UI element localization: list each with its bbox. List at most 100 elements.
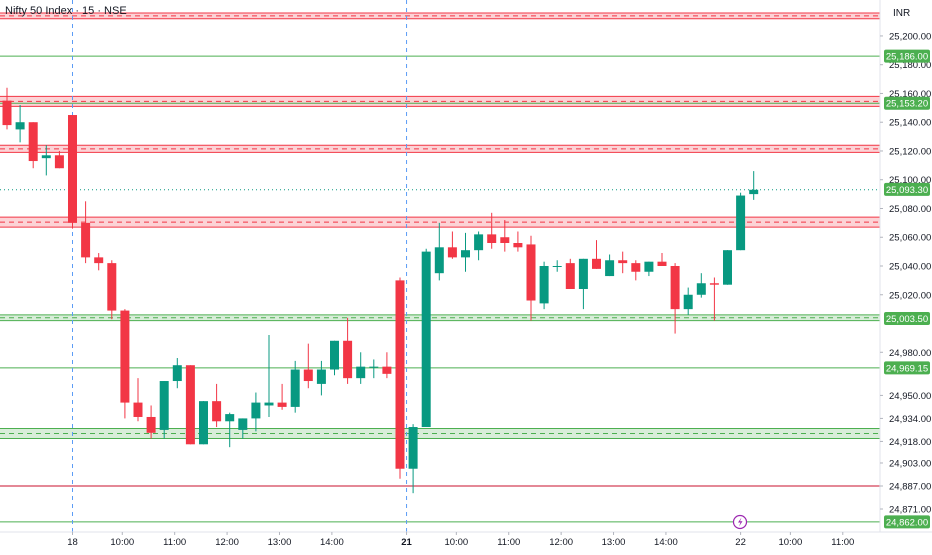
candle — [723, 250, 732, 285]
candle-body — [316, 369, 326, 384]
candle-body — [212, 401, 222, 422]
candle — [28, 122, 38, 169]
candle — [225, 412, 235, 448]
candle-body — [369, 366, 379, 368]
candle-body — [356, 366, 366, 379]
candle-body — [539, 266, 549, 304]
candle-body — [631, 263, 641, 272]
zones-layer — [0, 12, 880, 440]
candle-body — [474, 234, 484, 251]
candle-body — [107, 263, 117, 311]
price-badge-text: 25,093.30 — [886, 185, 928, 196]
zone-band — [0, 428, 880, 439]
candle — [500, 219, 510, 252]
candle-body — [434, 247, 444, 274]
candle-body — [696, 283, 706, 295]
price-tick-label: 25,020.00 — [889, 290, 931, 301]
price-tick-label: 25,060.00 — [889, 233, 931, 244]
candle — [644, 261, 654, 277]
candle-body — [644, 261, 654, 272]
candle — [54, 150, 64, 169]
candle — [172, 358, 182, 389]
candle — [408, 424, 418, 494]
candle-body — [41, 155, 51, 159]
price-label-badge: 25,186.00 — [884, 49, 930, 63]
session-breaks-layer — [72, 0, 408, 532]
currency-label[interactable]: INR — [893, 8, 910, 19]
price-tick-label: 24,980.00 — [889, 348, 931, 359]
candle — [565, 258, 575, 290]
price-label-badge: 25,153.20 — [884, 96, 930, 110]
candle — [421, 248, 431, 428]
candle — [670, 263, 680, 334]
price-tick-label: 24,950.00 — [889, 391, 931, 402]
candle — [81, 201, 91, 264]
candle — [159, 381, 169, 439]
candle — [382, 352, 392, 379]
candle-body — [251, 402, 261, 419]
candle-body — [238, 418, 248, 430]
price-label-badge: 25,003.50 — [884, 311, 930, 325]
candle — [146, 405, 156, 439]
price-tick-label: 25,080.00 — [889, 204, 931, 215]
price-badge-bg — [884, 182, 930, 196]
price-tick-label: 24,934.00 — [889, 414, 931, 425]
candle — [120, 309, 130, 419]
time-tick-label: 13:00 — [602, 537, 626, 548]
time-tick-label: 14:00 — [654, 537, 678, 548]
candle-body — [408, 427, 418, 469]
zone-band — [0, 12, 880, 19]
chart-title: Nifty 50 Index · 15 · NSE — [5, 5, 127, 17]
price-tick-label: 24,918.00 — [889, 437, 931, 448]
candle-body — [749, 189, 759, 195]
price-badge-text: 25,003.50 — [886, 314, 928, 325]
candle-body — [28, 122, 38, 162]
candle — [474, 231, 484, 261]
price-tick-label: 24,903.00 — [889, 458, 931, 469]
price-badge-bg — [884, 515, 930, 529]
candle — [709, 277, 719, 321]
lightning-icon[interactable] — [732, 514, 748, 530]
time-tick-label: 11:00 — [831, 537, 854, 548]
candle — [631, 260, 641, 281]
price-tick-label: 25,140.00 — [889, 118, 931, 129]
candle — [15, 104, 25, 143]
candle-body — [657, 261, 667, 266]
candle-body — [592, 258, 601, 269]
candle-body — [723, 250, 732, 285]
price-axis[interactable]: 25,200.00 25,180.00 25,160.00 25,140.00 25,1… — [880, 31, 931, 515]
candle — [657, 253, 667, 266]
candle-body — [382, 366, 392, 374]
candle-body — [487, 234, 497, 243]
candle-body — [500, 237, 510, 243]
candle — [107, 260, 117, 320]
time-tick-label: 13:00 — [268, 537, 292, 548]
candle-body — [709, 283, 719, 285]
price-tick-label: 24,871.00 — [889, 504, 931, 515]
candle-body — [303, 369, 313, 382]
candle-body — [447, 247, 457, 258]
candle — [749, 171, 759, 200]
candle-body — [81, 222, 91, 258]
candle — [696, 273, 706, 298]
candle — [94, 253, 104, 271]
price-badge-text: 25,186.00 — [886, 52, 928, 63]
candle-body — [159, 381, 169, 430]
candle — [185, 365, 195, 445]
candle — [199, 401, 208, 445]
candle — [526, 235, 536, 321]
candle-body — [330, 340, 339, 370]
time-axis[interactable]: 18 10:00 11:00 12:00 13:00 14:00 21 10:00 11:00 1… — [67, 532, 854, 548]
candle — [133, 378, 143, 422]
candle-body — [68, 115, 77, 223]
candle-body — [199, 401, 208, 445]
price-label-badge: 24,969.15 — [884, 361, 930, 375]
price-tick-label: 25,180.00 — [889, 60, 931, 71]
price-badge-text: 25,153.20 — [886, 99, 928, 110]
candle — [539, 261, 549, 310]
candle — [487, 212, 497, 249]
candle — [369, 359, 379, 379]
time-tick-label: 10:00 — [778, 537, 802, 548]
